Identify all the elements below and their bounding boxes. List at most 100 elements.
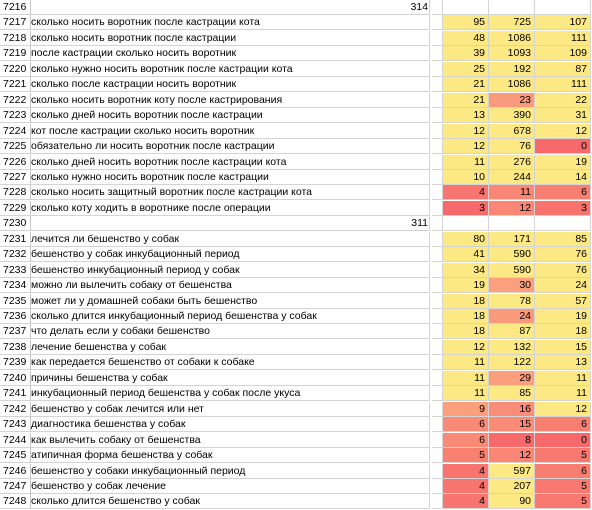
group-total-cell[interactable] (400, 355, 430, 371)
value-cell-2[interactable]: 390 (489, 108, 535, 124)
value-cell-1[interactable] (443, 0, 489, 15)
group-total-cell[interactable] (400, 62, 430, 77)
empty-cell[interactable] (432, 401, 443, 417)
value-cell-2[interactable]: 12 (489, 200, 535, 216)
value-cell-2[interactable]: 76 (489, 139, 535, 155)
value-cell-3[interactable]: 18 (535, 324, 591, 340)
group-total-cell[interactable] (400, 139, 430, 155)
empty-cell[interactable] (432, 139, 443, 155)
value-cell-1[interactable]: 12 (443, 123, 489, 139)
group-total-cell[interactable] (400, 309, 430, 324)
keyword-cell[interactable]: сколько длится бешенство у собак (31, 494, 430, 510)
empty-cell[interactable] (432, 339, 443, 355)
value-cell-1[interactable]: 21 (443, 92, 489, 108)
row-header[interactable]: 7247 (0, 478, 31, 494)
group-total-cell[interactable] (400, 417, 430, 433)
value-cell-1[interactable]: 80 (443, 231, 489, 247)
row-header[interactable]: 7227 (0, 169, 31, 185)
value-cell-3[interactable]: 22 (535, 92, 591, 108)
row-header[interactable]: 7231 (0, 231, 31, 247)
group-total-cell[interactable] (400, 155, 430, 170)
row-header[interactable]: 7236 (0, 309, 31, 324)
value-cell-1[interactable]: 13 (443, 108, 489, 124)
group-total-cell[interactable] (400, 464, 430, 479)
empty-cell[interactable] (432, 463, 443, 479)
keyword-cell[interactable]: бешенство у собак лечится или нет (31, 401, 430, 417)
keyword-cell[interactable]: сколько нужно носить воротник после каст… (31, 169, 430, 185)
empty-cell[interactable] (432, 478, 443, 494)
empty-cell[interactable] (432, 30, 443, 46)
keyword-cell[interactable]: сколько коту ходить в воротнике после оп… (31, 200, 430, 216)
keyword-cell[interactable]: лечится ли бешенство у собак (31, 231, 430, 247)
value-cell-3[interactable]: 15 (535, 339, 591, 355)
value-cell-1[interactable]: 4 (443, 185, 489, 201)
value-cell-2[interactable]: 122 (489, 355, 535, 371)
group-total-cell[interactable] (400, 46, 430, 62)
value-cell-1[interactable]: 18 (443, 293, 489, 309)
group-total-cell[interactable] (400, 247, 430, 263)
group-total-cell[interactable] (400, 324, 430, 340)
empty-cell[interactable] (432, 169, 443, 185)
keyword-cell[interactable]: сколько носить воротник после кастрации … (31, 15, 430, 31)
keyword-cell[interactable]: обязательно ли носить воротник после кас… (31, 139, 430, 155)
value-cell-1[interactable]: 5 (443, 448, 489, 464)
value-cell-1[interactable]: 3 (443, 200, 489, 216)
group-total-cell[interactable] (400, 263, 430, 278)
empty-cell[interactable] (432, 432, 443, 448)
value-cell-1[interactable]: 6 (443, 417, 489, 433)
empty-cell[interactable] (432, 355, 443, 371)
keyword-cell[interactable]: сколько дней носить воротник после кастр… (31, 154, 430, 170)
value-cell-3[interactable]: 19 (535, 309, 591, 324)
value-cell-2[interactable]: 85 (489, 386, 535, 402)
value-cell-1[interactable]: 11 (443, 370, 489, 386)
value-cell-2[interactable]: 30 (489, 278, 535, 294)
row-header[interactable]: 7219 (0, 46, 31, 62)
row-header[interactable]: 7229 (0, 200, 31, 216)
value-cell-3[interactable]: 87 (535, 61, 591, 77)
empty-cell[interactable] (432, 77, 443, 93)
value-cell-2[interactable]: 87 (489, 324, 535, 340)
row-header[interactable]: 7226 (0, 154, 31, 170)
value-cell-2[interactable]: 16 (489, 401, 535, 417)
value-cell-3[interactable]: 6 (535, 463, 591, 479)
keyword-cell[interactable]: сколько нужно носить воротник после каст… (31, 61, 430, 77)
value-cell-2[interactable]: 207 (489, 478, 535, 494)
row-header[interactable]: 7230 (0, 216, 31, 232)
group-total-cell[interactable] (400, 124, 430, 139)
empty-cell[interactable] (432, 324, 443, 340)
row-header[interactable]: 7225 (0, 139, 31, 155)
value-cell-3[interactable]: 31 (535, 108, 591, 124)
empty-cell[interactable] (432, 386, 443, 402)
value-cell-3[interactable]: 57 (535, 293, 591, 309)
row-header[interactable]: 7216 (0, 0, 31, 15)
value-cell-3[interactable]: 0 (535, 139, 591, 155)
empty-cell[interactable] (432, 448, 443, 464)
value-cell-1[interactable]: 6 (443, 432, 489, 448)
row-header[interactable]: 7234 (0, 278, 31, 294)
value-cell-2[interactable]: 1086 (489, 30, 535, 46)
row-header[interactable]: 7221 (0, 77, 31, 93)
value-cell-1[interactable]: 19 (443, 278, 489, 294)
value-cell-2[interactable]: 725 (489, 15, 535, 31)
keyword-cell[interactable]: после кастрации сколько носить воротник (31, 46, 430, 62)
keyword-cell[interactable]: атипичная форма бешенства у собак (31, 448, 430, 464)
value-cell-3[interactable]: 5 (535, 494, 591, 510)
row-header[interactable]: 7248 (0, 494, 31, 510)
value-cell-2[interactable]: 132 (489, 339, 535, 355)
row-header[interactable]: 7228 (0, 185, 31, 201)
value-cell-2[interactable]: 23 (489, 92, 535, 108)
keyword-cell[interactable]: как передается бешенство от собаки к соб… (31, 355, 430, 371)
group-total-cell[interactable] (400, 77, 430, 93)
value-cell-2[interactable]: 590 (489, 247, 535, 263)
value-cell-1[interactable]: 4 (443, 478, 489, 494)
keyword-cell[interactable]: сколько носить воротник коту после кастр… (31, 92, 430, 108)
keyword-cell[interactable]: сколько носить воротник после кастрации (31, 30, 430, 46)
value-cell-2[interactable] (489, 216, 535, 232)
value-cell-1[interactable]: 34 (443, 262, 489, 278)
value-cell-1[interactable]: 11 (443, 154, 489, 170)
empty-cell[interactable] (432, 108, 443, 124)
empty-cell[interactable] (432, 0, 443, 15)
value-cell-1[interactable]: 25 (443, 61, 489, 77)
keyword-cell[interactable]: сколько дней носить воротник после кастр… (31, 108, 430, 124)
